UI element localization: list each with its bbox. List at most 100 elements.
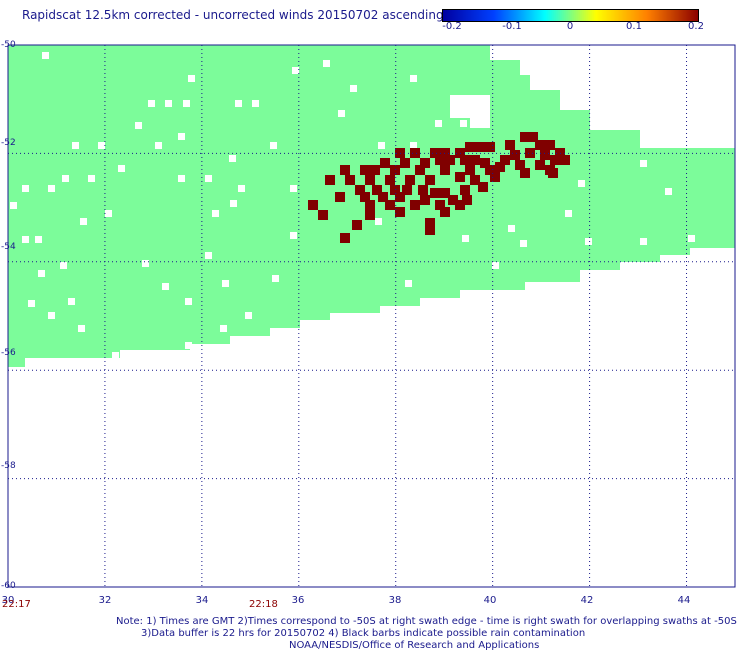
missing-cell: [235, 100, 242, 107]
positive-cell: [390, 185, 400, 195]
missing-cell: [640, 238, 647, 245]
positive-cell: [335, 192, 345, 202]
swath-gap: [450, 95, 490, 128]
positive-cell: [318, 210, 328, 220]
missing-cell: [38, 270, 45, 277]
missing-cell: [378, 142, 385, 149]
lat-label: -54: [1, 242, 16, 252]
positive-cell: [535, 160, 545, 170]
positive-cell: [365, 210, 375, 220]
missing-cell: [229, 155, 236, 162]
positive-cell: [435, 155, 445, 165]
swath-map: [7, 44, 736, 588]
positive-cell: [515, 160, 525, 170]
missing-cell: [118, 165, 125, 172]
positive-cell: [485, 165, 495, 175]
missing-cell: [270, 142, 277, 149]
positive-cell: [385, 175, 395, 185]
positive-cell: [520, 168, 530, 178]
positive-cell: [402, 185, 412, 195]
positive-cell: [410, 148, 420, 158]
positive-cell: [528, 132, 538, 142]
positive-cell: [410, 200, 420, 210]
missing-cell: [62, 175, 69, 182]
colorbar-tick: 0.2: [688, 21, 704, 32]
lon-label: 30: [1, 595, 15, 606]
lon-label: 42: [580, 595, 594, 606]
missing-cell: [112, 352, 119, 359]
missing-cell: [520, 240, 527, 247]
missing-cell: [230, 200, 237, 207]
positive-cell: [425, 225, 435, 235]
positive-cell: [500, 155, 510, 165]
missing-cell: [578, 180, 585, 187]
positive-cell: [365, 200, 375, 210]
positive-cell: [455, 172, 465, 182]
missing-cell: [565, 210, 572, 217]
missing-cell: [135, 122, 142, 129]
positive-cell: [525, 148, 535, 158]
missing-cell: [292, 67, 299, 74]
missing-cell: [338, 110, 345, 117]
missing-cell: [60, 262, 67, 269]
positive-cell: [360, 165, 370, 175]
positive-cell: [460, 155, 470, 165]
missing-cell: [48, 185, 55, 192]
lon-label: 40: [483, 595, 497, 606]
positive-cell: [435, 200, 445, 210]
positive-cell: [510, 150, 520, 160]
missing-cell: [205, 175, 212, 182]
positive-cell: [420, 195, 430, 205]
missing-cell: [10, 202, 17, 209]
missing-cell: [665, 188, 672, 195]
positive-cell: [465, 142, 475, 152]
positive-cell: [462, 195, 472, 205]
missing-cell: [178, 175, 185, 182]
missing-cell: [212, 210, 219, 217]
positive-cell: [520, 132, 530, 142]
colorbar-tick: 0.1: [626, 21, 642, 32]
missing-cell: [205, 252, 212, 259]
positive-cell: [545, 140, 555, 150]
missing-cell: [410, 75, 417, 82]
positive-cell: [340, 233, 350, 243]
note-line: NOAA/NESDIS/Office of Research and Appli…: [289, 640, 540, 651]
positive-cell: [345, 175, 355, 185]
positive-cell: [308, 200, 318, 210]
positive-cell: [478, 182, 488, 192]
positive-cell: [548, 168, 558, 178]
positive-cell: [372, 185, 382, 195]
positive-cell: [378, 192, 388, 202]
missing-cell: [350, 85, 357, 92]
lon-label: 32: [98, 595, 112, 606]
positive-cell: [380, 158, 390, 168]
positive-cell: [550, 155, 560, 165]
chart-title: Rapidscat 12.5km corrected - uncorrected…: [22, 8, 444, 22]
positive-cell: [445, 155, 455, 165]
missing-cell: [405, 280, 412, 287]
positive-cell: [470, 175, 480, 185]
positive-cell: [505, 140, 515, 150]
missing-cell: [78, 325, 85, 332]
positive-cell: [352, 220, 362, 230]
missing-cell: [142, 260, 149, 267]
note-line: Note: 1) Times are GMT 2)Times correspon…: [116, 616, 737, 627]
lon-label: 44: [677, 595, 691, 606]
missing-cell: [492, 262, 499, 269]
missing-cell: [88, 175, 95, 182]
positive-cell: [400, 158, 410, 168]
map-frame: [7, 44, 736, 588]
missing-cell: [220, 325, 227, 332]
missing-cell: [98, 142, 105, 149]
positive-cell: [405, 175, 415, 185]
positive-cell: [420, 158, 430, 168]
lat-label: -60: [1, 581, 16, 591]
colorbar-tick: -0.2: [442, 21, 462, 32]
colorbar: [442, 9, 699, 22]
missing-cell: [290, 232, 297, 239]
lat-label: -50: [1, 40, 16, 50]
positive-cell: [385, 200, 395, 210]
positive-cell: [395, 207, 405, 217]
missing-cells: [10, 52, 695, 359]
missing-cell: [105, 210, 112, 217]
